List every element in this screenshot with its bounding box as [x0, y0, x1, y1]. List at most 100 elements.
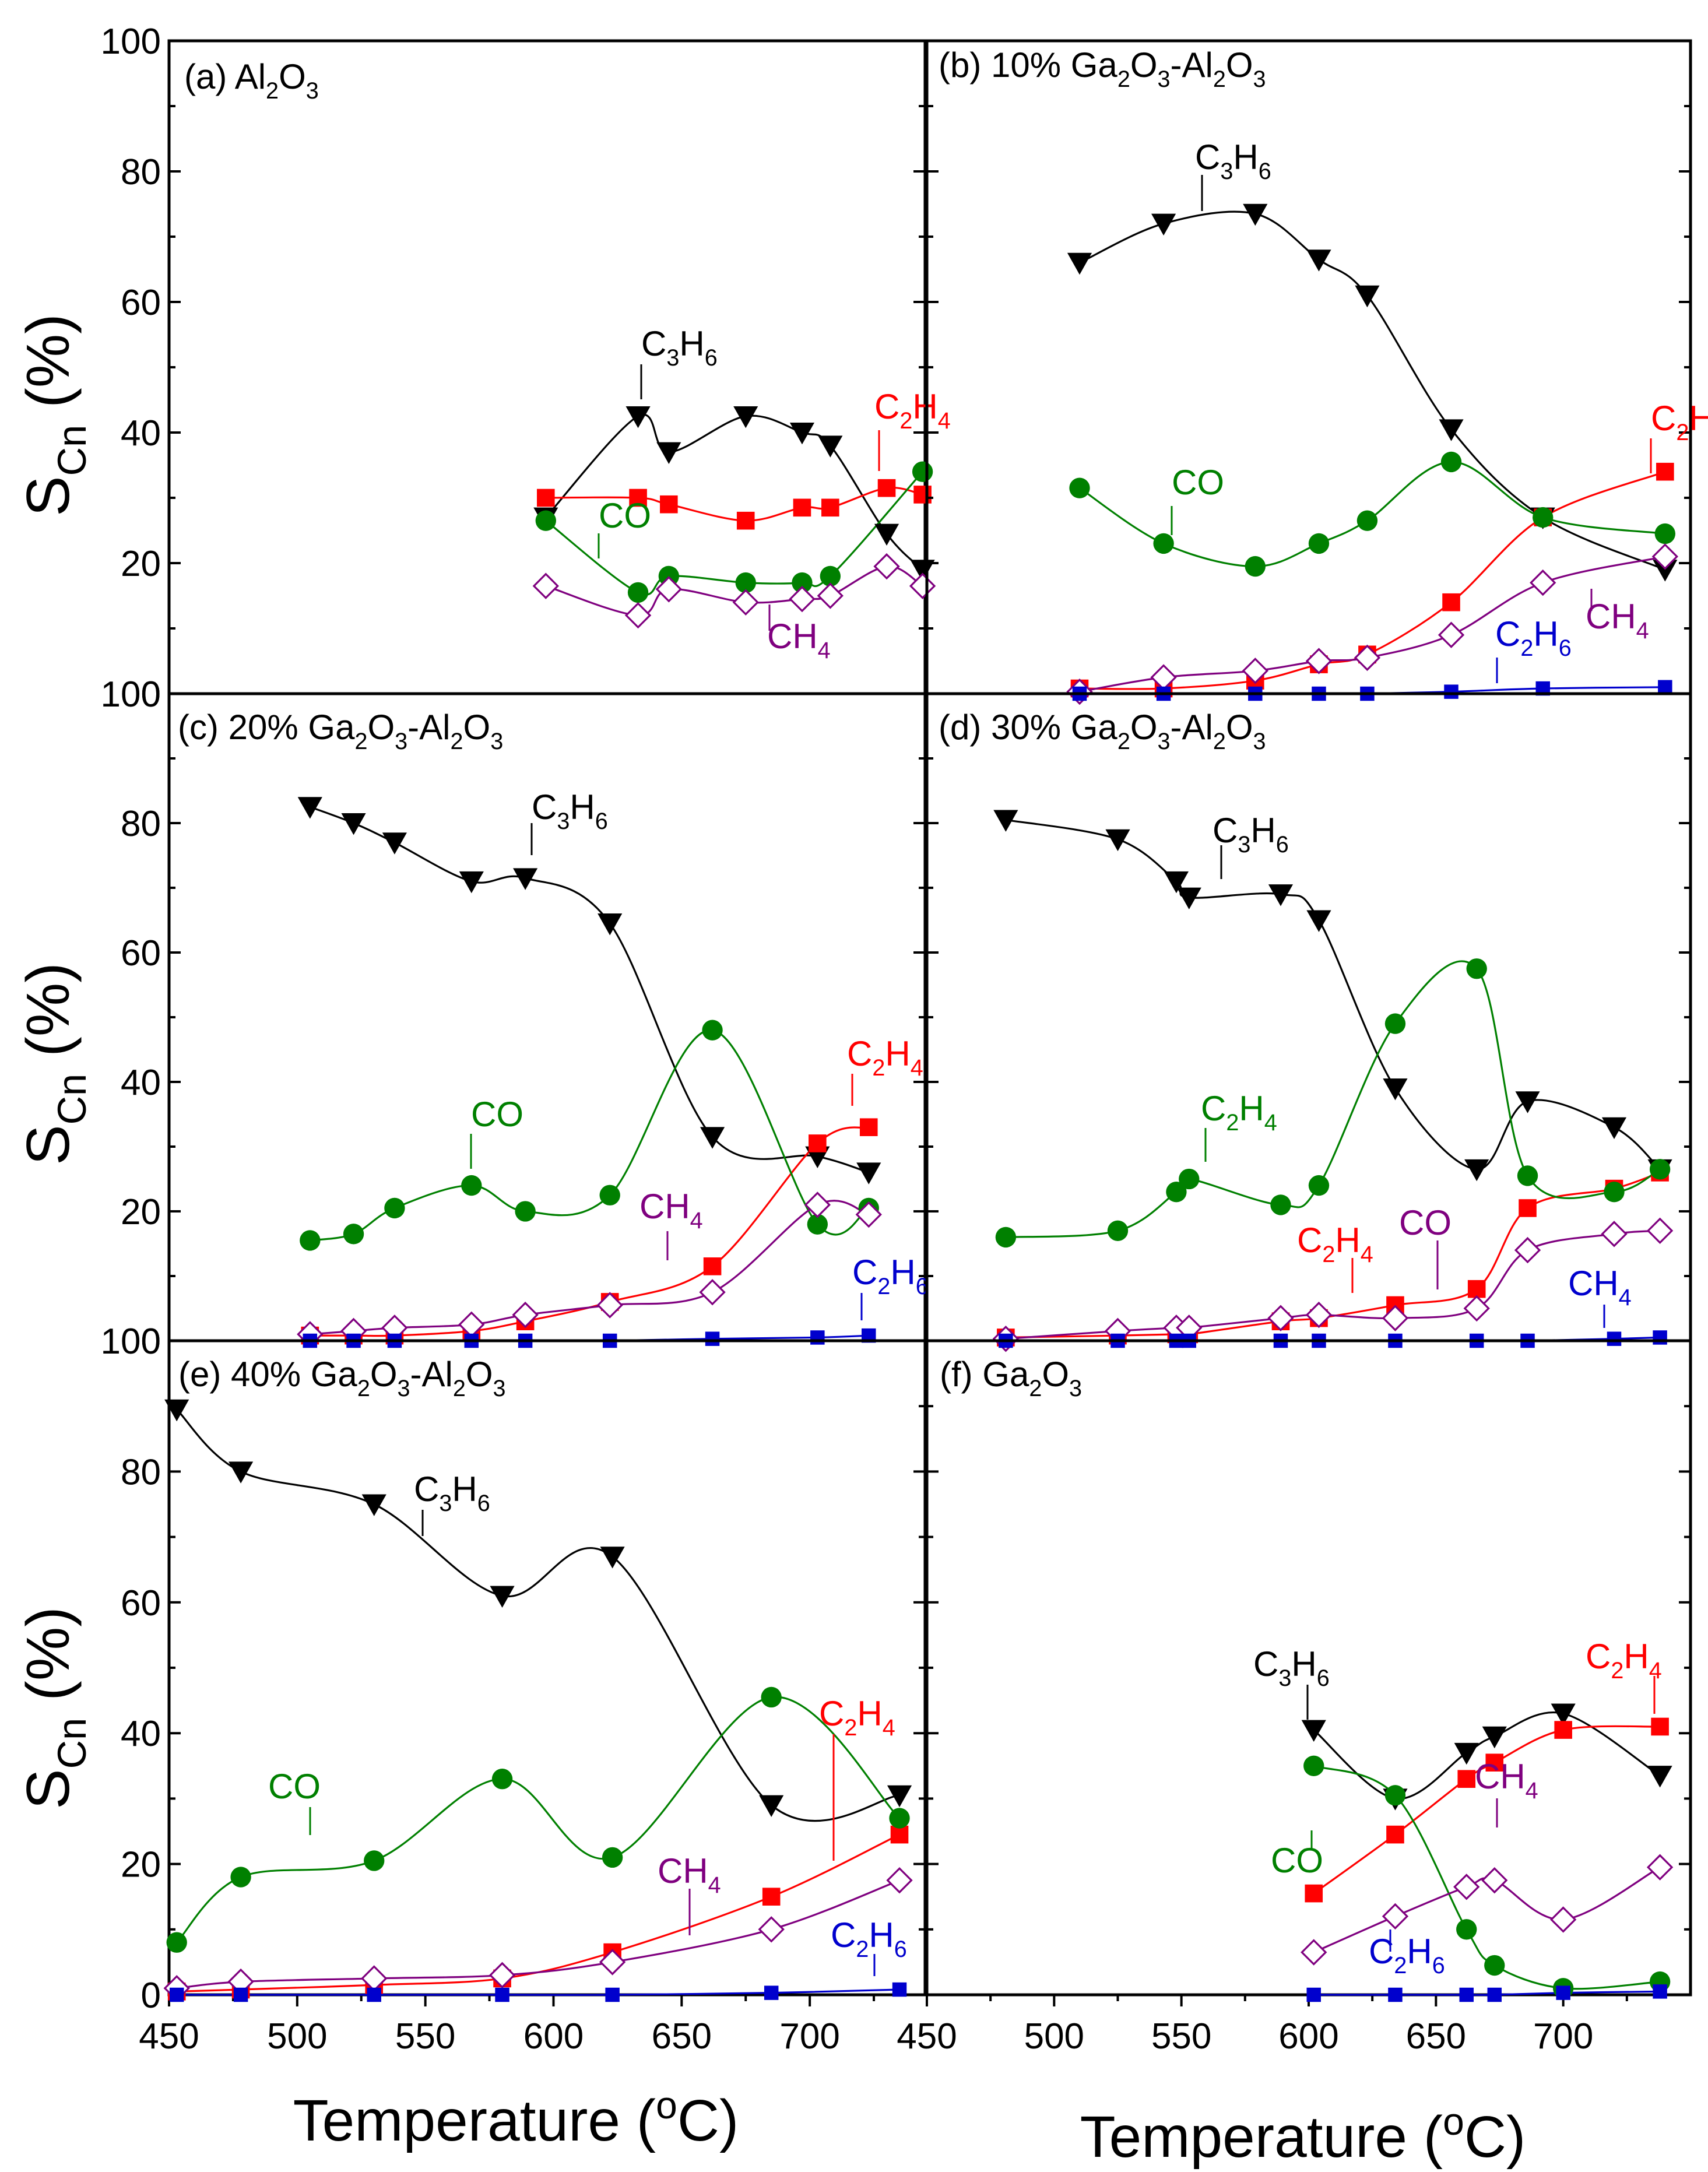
marker-co-3 — [1484, 1955, 1505, 1976]
panel-c: 0 20 40 60 80 100 (c) 20% Ga2O3-Al2O3 C3H6​ C2H4… — [101, 674, 929, 1362]
marker-ch4-5 — [1305, 1301, 1333, 1328]
marker-ch4-10 — [1646, 1217, 1674, 1244]
ytick-label: 80 — [121, 804, 161, 844]
annotation-co: CO — [1172, 463, 1224, 502]
annotation-c3h6: C3H6​ — [641, 324, 718, 371]
panel-b: (b) 10% Ga2O3-Al2O3 C3H6​ C2H4​ CO CH4​ C2H6​ — [925, 39, 1708, 705]
marker-c2h4-7 — [1467, 1280, 1486, 1298]
marker-c2h6-7 — [1658, 680, 1672, 695]
ytick-label: 80 — [121, 152, 161, 192]
marker-co-3 — [491, 1769, 513, 1790]
marker-co-2 — [1166, 1182, 1187, 1203]
marker-co-1 — [1107, 1220, 1129, 1241]
marker-ch4-1 — [1382, 1903, 1409, 1930]
marker-c2h6-0 — [169, 1987, 184, 2002]
marker-ch4-3 — [1305, 648, 1333, 674]
marker-c2h6-1 — [1388, 1987, 1403, 2002]
ylabel-bottom: SCn (%) — [15, 1607, 94, 1809]
marker-c3h6-2 — [1454, 1742, 1479, 1765]
panel-a: 0 20 40 60 80 100 (a) Al2O3 C3H6​ C2H4​ CO CH4​ — [101, 22, 951, 715]
marker-c3h6-3 — [1482, 1726, 1507, 1749]
marker-c3h6-6 — [700, 1127, 725, 1149]
annotation-c2h6: C2H6​ — [831, 1916, 907, 1962]
marker-ch4-4 — [789, 585, 816, 613]
panel-d: (d) 30% Ga2O3-Al2O3 C3H6​ C2H4​ C2H4​ CO CH4​ — [925, 692, 1692, 1352]
marker-c2h6-5 — [764, 1985, 779, 2000]
marker-c3h6-4 — [1268, 884, 1294, 906]
curve-ch4 — [1313, 1866, 1661, 1953]
marker-ch4-4 — [599, 1949, 626, 1976]
marker-ch4-3 — [488, 1962, 516, 1989]
curve-c2h4 — [310, 1126, 869, 1337]
marker-c3h6-4 — [1551, 1703, 1576, 1725]
marker-c3h6-0 — [297, 797, 322, 819]
marker-ch4-5 — [596, 1292, 623, 1319]
marker-co-6 — [702, 1020, 723, 1041]
marker-co-7 — [1654, 523, 1676, 544]
marker-c2h4-7 — [913, 486, 932, 504]
marker-c2h4-6 — [877, 479, 896, 497]
panel-title: (e) 40% Ga2O3-Al2O3 — [178, 1355, 506, 1401]
annotation-ch4: CH4​ — [1475, 1757, 1538, 1804]
marker-ch4-3 — [1481, 1867, 1508, 1894]
marker-c3h6-7 — [910, 560, 935, 582]
marker-c3h6-2 — [382, 832, 407, 855]
marker-c3h6-1 — [229, 1461, 254, 1484]
marker-co-0 — [1069, 477, 1090, 498]
ytick-label: 60 — [121, 933, 161, 973]
curve-c3h6 — [1313, 1711, 1661, 1800]
marker-c2h4-0 — [537, 488, 555, 507]
marker-c2h6-4 — [605, 1987, 620, 2002]
curve-c2h6 — [1313, 1990, 1660, 1996]
marker-co-3 — [1308, 533, 1330, 554]
marker-c3h6-4 — [600, 1547, 625, 1569]
marker-ch4-7 — [1651, 543, 1678, 570]
ytick-label: 60 — [121, 283, 161, 323]
marker-c2h6-2 — [1459, 1987, 1474, 2002]
annotation-ch4: CH4​ — [658, 1851, 721, 1898]
annotation-c2h4: C2H4​ — [1297, 1221, 1373, 1267]
marker-c3h6-4 — [1355, 285, 1380, 308]
annotation-c3h6: C3H6​ — [1213, 811, 1289, 857]
marker-c3h6-7 — [1653, 560, 1678, 582]
xtick-label: 700 — [779, 2016, 839, 2057]
marker-ch4-7 — [1463, 1295, 1490, 1322]
marker-ch4-9 — [1601, 1221, 1628, 1247]
marker-c2h4-7 — [1656, 462, 1674, 481]
marker-ch4-7 — [909, 572, 936, 599]
marker-ch4-6 — [1530, 569, 1556, 596]
marker-co-2 — [1245, 556, 1266, 577]
marker-c2h4-2 — [660, 495, 678, 514]
marker-c3h6-3 — [1176, 887, 1201, 910]
marker-ch4-6 — [699, 1279, 726, 1306]
marker-co-2 — [364, 1850, 385, 1871]
marker-co-1 — [1384, 1785, 1406, 1806]
marker-ch4-2 — [1453, 1874, 1480, 1900]
xtick-label: 450 — [139, 2016, 199, 2057]
annotation-c3h6: C3H6​ — [532, 788, 608, 834]
marker-ch4-4 — [1550, 1906, 1577, 1933]
xtick-label: 650 — [652, 2016, 712, 2057]
xtick-label: 700 — [1533, 2016, 1593, 2057]
marker-c2h6-10 — [1653, 1330, 1667, 1345]
marker-co-7 — [807, 1214, 828, 1235]
marker-co-1 — [343, 1224, 364, 1245]
ytick-label: 100 — [101, 1322, 161, 1362]
marker-c2h4-1 — [1386, 1825, 1404, 1844]
annotation-co: C2H4​ — [1201, 1089, 1277, 1136]
ytick-label: 0 — [141, 674, 161, 715]
marker-c3h6-3 — [459, 871, 484, 894]
marker-c3h6-3 — [490, 1586, 515, 1608]
marker-ch4-2 — [1242, 658, 1268, 684]
marker-c2h6-4 — [1556, 1985, 1570, 2000]
marker-co-6 — [1384, 1013, 1406, 1034]
marker-c3h6-5 — [1647, 1766, 1672, 1788]
xtick-label: 500 — [1024, 2016, 1084, 2057]
marker-ch4-5 — [1646, 1854, 1674, 1881]
marker-co-6 — [889, 1808, 910, 1829]
marker-c2h4-4 — [793, 498, 811, 517]
ytick-label: 40 — [121, 1063, 161, 1103]
marker-ch4-7 — [804, 1192, 831, 1218]
marker-c2h4-3 — [736, 511, 755, 530]
